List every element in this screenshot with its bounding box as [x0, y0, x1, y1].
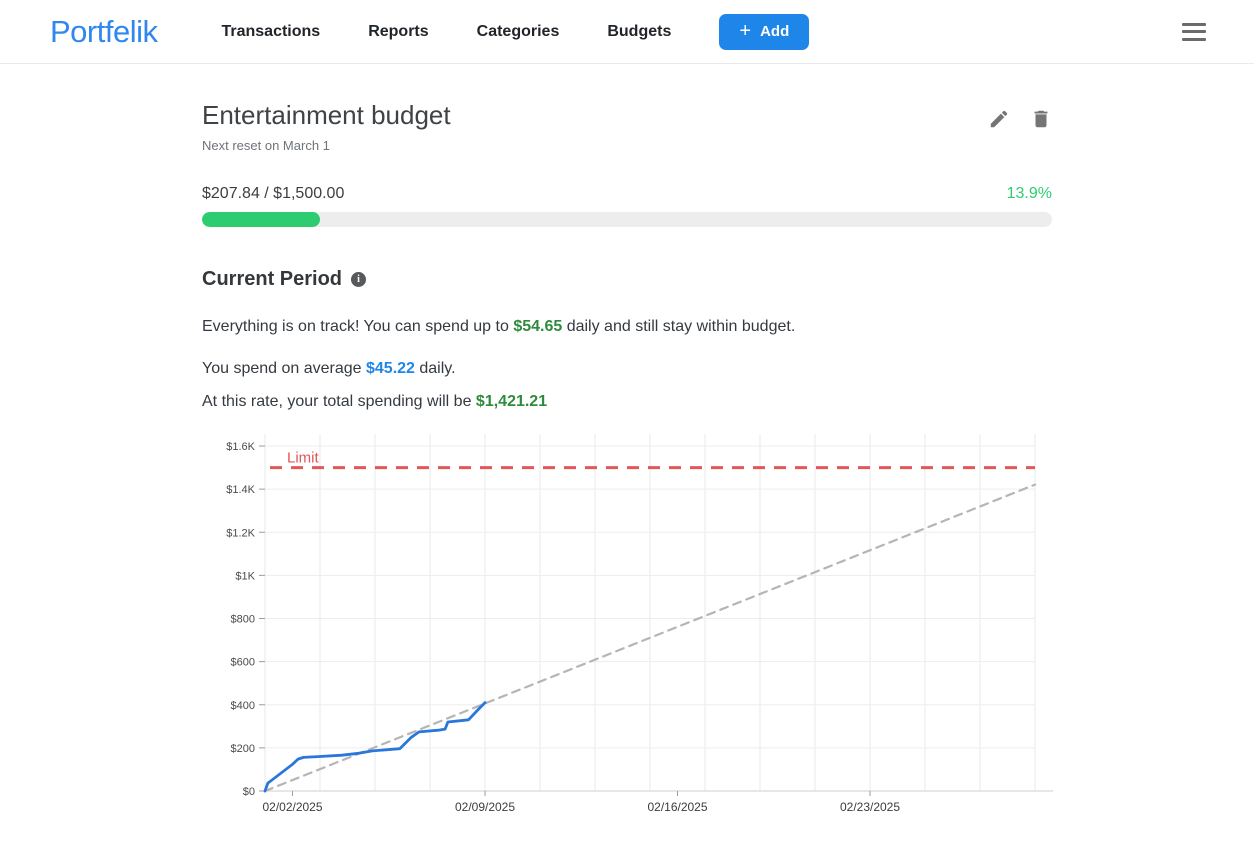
nav-item-budgets[interactable]: Budgets	[607, 22, 672, 40]
plus-icon: +	[739, 19, 752, 42]
svg-text:02/23/2025: 02/23/2025	[840, 800, 900, 814]
edit-budget-button[interactable]	[988, 108, 1010, 130]
average-spend-text: You spend on average	[202, 360, 366, 377]
on-track-text: Everything is on track! You can spend up…	[202, 318, 514, 335]
spending-chart-svg: $0 $200 $400 $600 $800 $1K $1.2K $1.4K $1.6K 02/0…	[226, 434, 1053, 814]
title-actions	[988, 100, 1052, 130]
svg-text:$0: $0	[243, 786, 255, 798]
svg-text:02/16/2025: 02/16/2025	[647, 800, 707, 814]
budget-progress-bar	[202, 212, 1052, 227]
amount-row: $207.84 / $1,500.00 13.9%	[202, 185, 1052, 203]
current-period-heading-label: Current Period	[202, 268, 343, 290]
next-reset-label: Next reset on March 1	[202, 138, 330, 153]
nav-item-reports[interactable]: Reports	[368, 22, 429, 40]
svg-text:02/09/2025: 02/09/2025	[455, 800, 515, 814]
trash-icon	[1034, 110, 1048, 128]
title-block: Entertainment budget Next reset on March…	[202, 100, 451, 153]
svg-text:$200: $200	[231, 743, 255, 755]
pencil-icon	[990, 110, 1008, 128]
menu-icon	[1182, 22, 1206, 26]
title-row: Entertainment budget Next reset on March…	[202, 100, 1052, 153]
svg-text:$1.4K: $1.4K	[226, 484, 255, 496]
percent-used-label: 13.9%	[1006, 185, 1052, 202]
delete-budget-button[interactable]	[1030, 108, 1052, 130]
svg-text:02/02/2025: 02/02/2025	[262, 800, 322, 814]
svg-text:$400: $400	[231, 700, 255, 712]
nav-item-categories[interactable]: Categories	[476, 22, 560, 40]
svg-text:$800: $800	[231, 614, 255, 626]
projection-message: At this rate, your total spending will b…	[202, 393, 1052, 411]
on-track-message: Everything is on track! You can spend up…	[202, 318, 1052, 336]
info-icon[interactable]: i	[351, 272, 367, 287]
svg-text:$1.6K: $1.6K	[226, 441, 255, 453]
svg-text:Limit: Limit	[287, 450, 320, 467]
projection-text: At this rate, your total spending will b…	[202, 393, 476, 410]
svg-text:$1K: $1K	[235, 570, 255, 582]
hamburger-menu-button[interactable]	[1182, 22, 1206, 41]
app-header: Portfelik Transactions Reports Categorie…	[0, 0, 1254, 64]
average-spend-message: You spend on average $45.22 daily.	[202, 360, 1052, 378]
average-spend-text-suffix: daily.	[414, 360, 456, 377]
menu-icon	[1182, 37, 1206, 41]
page-title: Entertainment budget	[202, 100, 451, 130]
average-daily-amount: $45.22	[366, 360, 415, 377]
spending-chart: $0 $200 $400 $600 $800 $1K $1.2K $1.4K $1.6K 02/0…	[202, 434, 1053, 820]
nav-item-transactions[interactable]: Transactions	[221, 22, 321, 40]
main-nav: Transactions Reports Categories Budgets	[221, 23, 671, 41]
add-button-label: Add	[760, 23, 790, 40]
current-period-heading: Current Period i	[202, 268, 1052, 291]
add-button[interactable]: + Add	[719, 13, 810, 50]
daily-allowance-amount: $54.65	[513, 318, 563, 335]
budget-detail-page: Entertainment budget Next reset on March…	[202, 64, 1053, 820]
budget-progress-fill	[202, 212, 321, 227]
spent-vs-limit-label: $207.84 / $1,500.00	[202, 185, 345, 202]
svg-text:$1.2K: $1.2K	[226, 527, 255, 539]
app-logo[interactable]: Portfelik	[50, 13, 158, 49]
on-track-text-suffix: daily and still stay within budget.	[562, 318, 796, 335]
projected-total-amount: $1,421.21	[475, 393, 548, 410]
svg-text:$600: $600	[231, 657, 255, 669]
menu-icon	[1182, 30, 1206, 33]
